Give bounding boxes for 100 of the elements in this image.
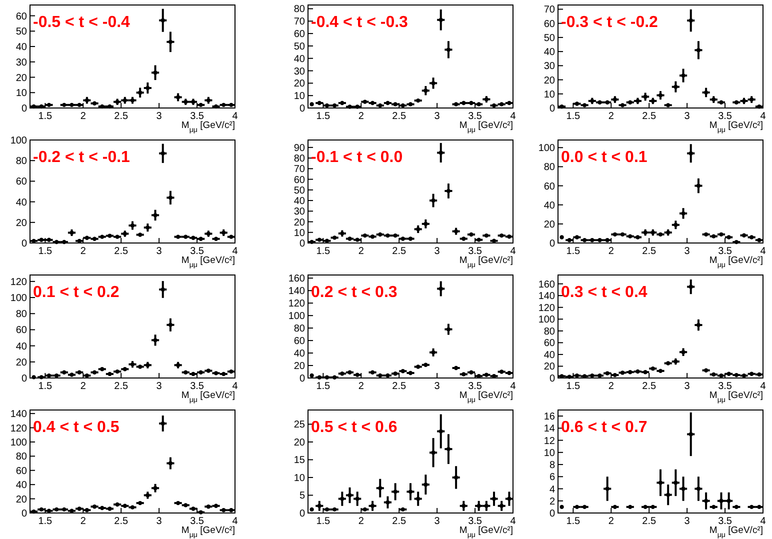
y-tick-label: 0 <box>549 238 556 250</box>
x-tick-label: 3.5 <box>718 516 732 527</box>
x-tick-label: 2.5 <box>114 516 128 527</box>
y-tick-label: 0 <box>299 508 306 520</box>
y-tick-label: 14 <box>544 424 556 435</box>
x-tick-label: 3 <box>684 381 690 392</box>
y-tick-label: 20 <box>544 219 556 230</box>
y-tick-label: 30 <box>294 206 306 218</box>
y-tick-label: 0 <box>21 374 28 384</box>
x-tick-label: 4 <box>760 381 766 392</box>
x-tick-label: 2.5 <box>114 381 128 392</box>
text: 0.0 < t < 0.1 <box>561 149 648 166</box>
y-tick-label: 100 <box>538 314 556 326</box>
text: 0.1 < t < 0.2 <box>33 284 120 301</box>
y-tick-label: 40 <box>294 54 306 65</box>
x-tick-label: 2 <box>80 111 86 122</box>
y-tick-label: 80 <box>294 324 306 335</box>
y-tick-label: 0 <box>549 104 556 114</box>
x-axis-title: M$_{μμ}$ [GeV/c²] <box>459 255 513 269</box>
x-axis-title: M$_{μμ}$ [GeV/c²] <box>459 525 513 539</box>
x-tick-label: 3 <box>434 381 440 392</box>
x-tick-label: 3 <box>684 516 690 527</box>
y-tick-label: 25 <box>294 420 306 431</box>
x-axis-title: M$_{μμ}$ [GeV/c²] <box>181 390 235 404</box>
y-tick-label: 70 <box>294 164 306 176</box>
x-tick-label: 4 <box>510 111 516 122</box>
y-tick-label: 40 <box>544 200 556 212</box>
text: 0.2 < t < 0.3 <box>311 284 398 301</box>
y-tick-label: 20 <box>294 437 306 448</box>
x-tick-label: 2.5 <box>642 516 656 527</box>
x-tick-label: 1.5 <box>566 516 581 527</box>
y-tick-label: 80 <box>294 154 306 165</box>
y-tick-label: 140 <box>10 409 28 420</box>
x-tick-label: 2.5 <box>642 381 656 392</box>
x-tick-label: 3.5 <box>468 516 482 527</box>
y-tick-label: 15 <box>294 455 306 466</box>
y-tick-label: 10 <box>544 448 556 459</box>
y-tick-label: 50 <box>544 32 556 44</box>
y-tick-label: 100 <box>538 143 556 154</box>
x-tick-label: 4 <box>760 516 766 527</box>
y-tick-label: 30 <box>544 61 556 72</box>
y-tick-label: 10 <box>294 472 306 484</box>
x-tick-label: 1.5 <box>566 246 581 257</box>
x-tick-label: 1.5 <box>316 516 331 527</box>
text: -0.3 < t < -0.2 <box>561 14 658 31</box>
x-tick-label: 2 <box>608 381 614 392</box>
y-tick-label: 20 <box>16 72 28 84</box>
x-tick-label: 3 <box>156 516 162 527</box>
y-tick-label: 20 <box>544 362 556 373</box>
y-tick-label: 160 <box>288 274 306 285</box>
x-axis-title: M$_{μμ}$ [GeV/c²] <box>459 120 513 134</box>
x-tick-label: 1.5 <box>566 381 581 392</box>
y-tick-label: 10 <box>294 91 306 102</box>
y-tick-label: 60 <box>16 11 28 22</box>
y-tick-label: 2 <box>549 496 556 508</box>
y-tick-label: 60 <box>294 336 306 348</box>
y-tick-label: 10 <box>294 228 306 239</box>
y-tick-label: 20 <box>544 75 556 86</box>
y-tick-label: 0 <box>21 508 28 520</box>
y-tick-label: 140 <box>538 291 556 302</box>
y-tick-label: 80 <box>544 326 556 338</box>
y-tick-label: 50 <box>16 26 28 38</box>
x-tick-label: 1.5 <box>316 246 331 257</box>
x-tick-label: 4 <box>510 381 516 392</box>
y-tick-label: 0 <box>299 104 306 114</box>
y-tick-label: 6 <box>549 472 556 484</box>
y-tick-label: 0 <box>299 238 306 250</box>
y-tick-label: 120 <box>538 302 556 314</box>
y-tick-label: 20 <box>294 361 306 372</box>
x-tick-label: 2.5 <box>114 111 128 122</box>
y-tick-label: 40 <box>16 197 28 208</box>
x-tick-label: 2 <box>358 381 364 392</box>
y-tick-label: 40 <box>544 350 556 361</box>
x-tick-label: 3 <box>684 111 690 122</box>
x-tick-label: 3.5 <box>468 381 482 392</box>
y-tick-label: 80 <box>294 4 306 16</box>
y-tick-label: 100 <box>288 311 306 322</box>
y-tick-label: 0 <box>549 374 556 384</box>
x-tick-label: 4 <box>232 246 238 257</box>
x-tick-label: 3 <box>434 516 440 527</box>
y-tick-label: 60 <box>544 338 556 350</box>
y-tick-label: 120 <box>288 298 306 310</box>
y-tick-label: 70 <box>294 16 306 28</box>
text: -0.1 < t < 0.0 <box>311 149 403 166</box>
x-axis-title: M$_{μμ}$ [GeV/c²] <box>709 255 763 269</box>
y-tick-label: 100 <box>10 136 28 146</box>
y-tick-label: 30 <box>294 66 306 78</box>
x-tick-label: 2 <box>80 381 86 392</box>
y-tick-label: 50 <box>294 41 306 52</box>
y-tick-label: 60 <box>16 325 28 336</box>
y-tick-label: 80 <box>16 309 28 320</box>
x-tick-label: 3 <box>156 111 162 122</box>
y-tick-label: 20 <box>294 78 306 90</box>
y-tick-label: 30 <box>16 57 28 68</box>
x-tick-label: 3.5 <box>468 111 482 122</box>
y-tick-label: 90 <box>294 142 306 154</box>
y-tick-label: 20 <box>294 217 306 228</box>
y-tick-label: 10 <box>16 88 28 100</box>
x-tick-label: 2.5 <box>392 246 406 257</box>
x-axis-title: M$_{μμ}$ [GeV/c²] <box>709 525 763 539</box>
